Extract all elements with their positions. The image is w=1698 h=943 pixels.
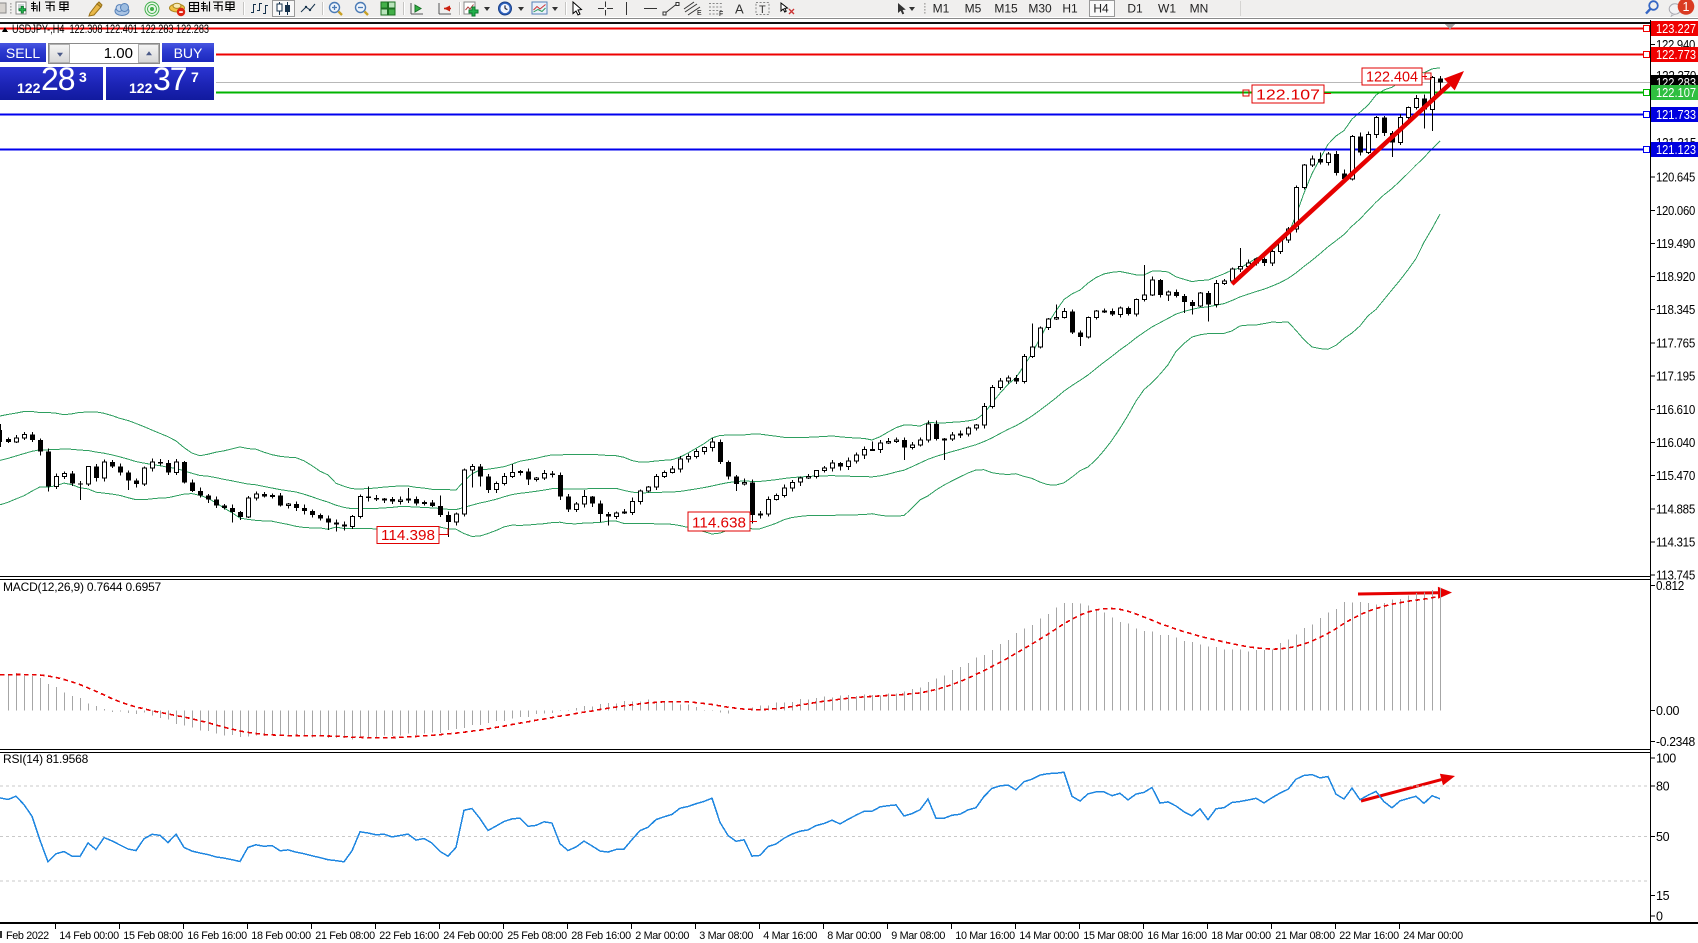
svg-text:18 Mar 00:00: 18 Mar 00:00: [1211, 930, 1271, 942]
svg-text:121.733: 121.733: [1656, 108, 1696, 122]
svg-text:RSI(14) 81.9568: RSI(14) 81.9568: [3, 752, 89, 766]
svg-text:MN: MN: [1190, 2, 1209, 16]
svg-text:0.00: 0.00: [1656, 704, 1679, 718]
svg-text:H4: H4: [1093, 2, 1109, 16]
svg-text:15 Mar 08:00: 15 Mar 08:00: [1083, 930, 1143, 942]
svg-text:M5: M5: [965, 2, 982, 16]
svg-text:T: T: [759, 4, 766, 16]
svg-text:2 Mar 00:00: 2 Mar 00:00: [635, 930, 689, 942]
svg-text:H1: H1: [1062, 2, 1078, 16]
svg-text:M1: M1: [933, 2, 950, 16]
svg-text:21 Mar 08:00: 21 Mar 08:00: [1275, 930, 1335, 942]
svg-text:MACD(12,26,9) 0.7644 0.6957: MACD(12,26,9) 0.7644 0.6957: [3, 580, 162, 594]
svg-text:D1: D1: [1127, 2, 1143, 16]
svg-text:122.107: 122.107: [1256, 87, 1320, 104]
svg-text:10 Mar 16:00: 10 Mar 16:00: [955, 930, 1015, 942]
svg-text:15 Feb 08:00: 15 Feb 08:00: [123, 930, 183, 942]
svg-text:122.404: 122.404: [1366, 69, 1418, 86]
svg-text:24 Mar 00:00: 24 Mar 00:00: [1403, 930, 1463, 942]
svg-text:22 Mar 16:00: 22 Mar 16:00: [1339, 930, 1399, 942]
svg-text:123.227: 123.227: [1656, 22, 1696, 36]
svg-text:24 Feb 00:00: 24 Feb 00:00: [443, 930, 503, 942]
svg-text:8 Mar 00:00: 8 Mar 00:00: [827, 930, 881, 942]
svg-text:117.765: 117.765: [1656, 337, 1695, 351]
svg-text:-0.2348: -0.2348: [1656, 735, 1695, 749]
svg-text:15: 15: [1656, 889, 1670, 903]
svg-text:121.123: 121.123: [1656, 143, 1696, 157]
svg-text:117.195: 117.195: [1656, 369, 1695, 383]
svg-text:21 Feb 08:00: 21 Feb 08:00: [315, 930, 375, 942]
svg-text:120.060: 120.060: [1656, 204, 1695, 218]
svg-text:120.645: 120.645: [1656, 171, 1695, 185]
svg-text:M30: M30: [1028, 2, 1052, 16]
svg-text:3 Mar 08:00: 3 Mar 08:00: [699, 930, 753, 942]
svg-text:114.638: 114.638: [692, 515, 746, 532]
svg-text:115.470: 115.470: [1656, 469, 1695, 483]
svg-text:E: E: [697, 10, 702, 17]
svg-text:114.398: 114.398: [381, 527, 435, 544]
svg-text:114.315: 114.315: [1656, 535, 1695, 549]
svg-text:114.885: 114.885: [1656, 503, 1695, 517]
svg-text:118.920: 118.920: [1656, 270, 1695, 284]
svg-text:1: 1: [1683, 0, 1690, 14]
svg-text:25 Feb 08:00: 25 Feb 08:00: [507, 930, 567, 942]
svg-text:USDJPY-,H4 122.308 122.401 12: USDJPY-,H4 122.308 122.401 122.283 122.2…: [12, 22, 209, 36]
svg-text:16 Feb 16:00: 16 Feb 16:00: [187, 930, 247, 942]
svg-text:22 Feb 16:00: 22 Feb 16:00: [379, 930, 439, 942]
svg-text:16 Mar 16:00: 16 Mar 16:00: [1147, 930, 1207, 942]
svg-text:9 Mar 08:00: 9 Mar 08:00: [891, 930, 945, 942]
svg-text:118.345: 118.345: [1656, 303, 1695, 317]
svg-text:Feb 2022: Feb 2022: [6, 930, 49, 942]
svg-text:14 Mar 00:00: 14 Mar 00:00: [1019, 930, 1079, 942]
svg-text:F: F: [719, 11, 723, 17]
svg-text:18 Feb 00:00: 18 Feb 00:00: [251, 930, 311, 942]
svg-text:M15: M15: [994, 2, 1018, 16]
svg-text:50: 50: [1656, 830, 1670, 844]
svg-text:W1: W1: [1158, 2, 1176, 16]
svg-text:80: 80: [1656, 780, 1670, 794]
svg-text:100: 100: [1656, 752, 1676, 766]
svg-text:116.040: 116.040: [1656, 436, 1695, 450]
svg-text:14 Feb 00:00: 14 Feb 00:00: [59, 930, 119, 942]
svg-text:A: A: [735, 2, 744, 17]
svg-text:4 Mar 16:00: 4 Mar 16:00: [763, 930, 817, 942]
svg-text:122.773: 122.773: [1656, 48, 1696, 62]
svg-text:122.107: 122.107: [1656, 86, 1696, 100]
svg-text:0: 0: [1656, 910, 1663, 924]
svg-text:119.490: 119.490: [1656, 237, 1695, 251]
svg-text:116.610: 116.610: [1656, 403, 1695, 417]
svg-text:0.812: 0.812: [1656, 579, 1684, 593]
svg-text:113.745: 113.745: [1656, 568, 1695, 582]
svg-text:28 Feb 16:00: 28 Feb 16:00: [571, 930, 631, 942]
